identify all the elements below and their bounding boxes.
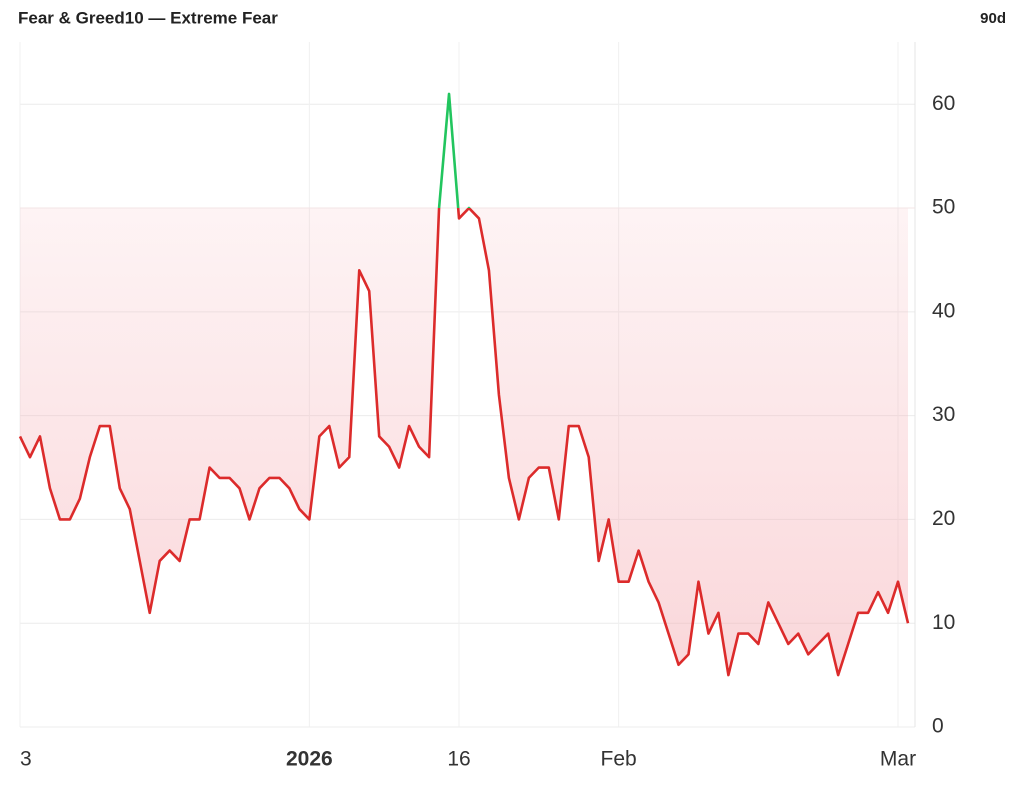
x-tick-label: Mar bbox=[880, 748, 916, 771]
y-tick-label: 20 bbox=[932, 507, 955, 530]
chart-title: Fear & Greed10 — Extreme Fear bbox=[18, 8, 278, 27]
x-tick-label: Feb bbox=[601, 748, 637, 771]
x-tick-label: 16 bbox=[447, 748, 470, 771]
y-tick-label: 30 bbox=[932, 403, 955, 426]
y-tick-label: 0 bbox=[932, 715, 944, 738]
y-tick-label: 10 bbox=[932, 611, 955, 634]
fear-area bbox=[20, 208, 908, 676]
y-tick-label: 40 bbox=[932, 299, 955, 322]
y-tick-label: 60 bbox=[932, 92, 955, 115]
line-below bbox=[18, 208, 910, 677]
x-tick-label: 2026 bbox=[286, 748, 333, 771]
range-label: 90d bbox=[980, 10, 1006, 27]
x-tick-label: 3 bbox=[20, 748, 32, 771]
y-tick-label: 50 bbox=[932, 196, 955, 219]
